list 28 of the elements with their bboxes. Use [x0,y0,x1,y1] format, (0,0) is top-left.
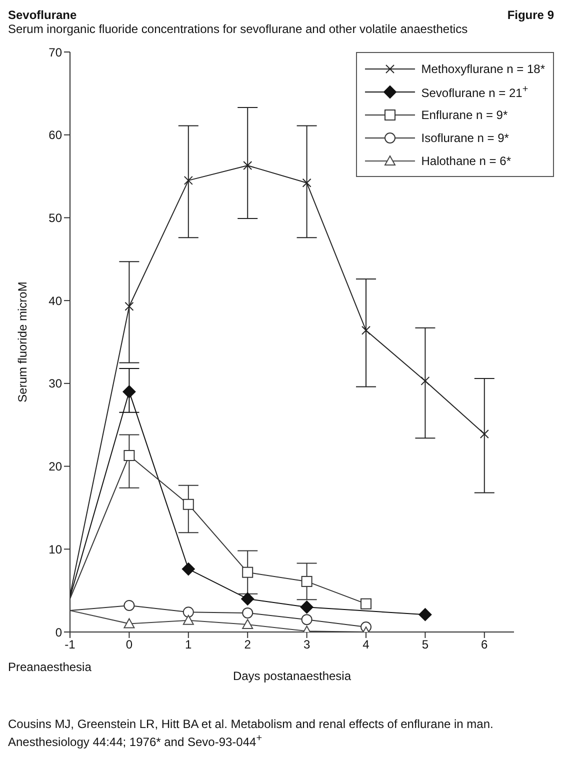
legend-label: Enflurane n = 9* [421,108,508,122]
x-tick-label: 6 [481,638,488,652]
caption: Figure 9 [507,8,554,22]
y-tick-label: 70 [48,45,62,60]
legend-label: Isoflurane n = 9* [421,130,509,144]
text: Cousins MJ, Greenstein LR, Hitt BA et al. Metabolism and renal effects of enflurane in man. Anesthesiology 44:44; 1976* and Sevo-93-044$^{+}$ [8,716,494,750]
y-tick-label: 20 [48,460,62,474]
x-tick-label: 3 [303,638,310,652]
y-tick-label: 10 [48,542,62,556]
x-tick-label: 4 [362,638,370,652]
y-tick-label: 60 [48,128,62,142]
x-tick-label: 1 [185,638,192,652]
x-tick-label: -1 [64,638,76,652]
x-tick-label: 2 [244,638,252,652]
chart-title: Sevoflurane [8,8,77,22]
y-tick-label: 40 [48,294,62,308]
legend-label: Halothane n = 6* [421,154,511,168]
y-tick-label: 50 [48,210,62,225]
y-tick-label: 0 [55,625,62,640]
y-axis-title: Serum fluoride microM [15,282,30,402]
x-tick-label: 0 [126,638,133,652]
x-axis-title: Days postanaesthesia [232,669,352,683]
text: Preanaesthesia [8,660,92,674]
y-tick-label: 30 [48,376,62,391]
x-tick-label: 5 [422,638,429,652]
chart-subtitle: Serum inorganic fluoride concentrations for sevoflurane and other volatile anaesthetics [8,22,469,36]
legend-label: Sevoflurane n = 21$^{+}$ [421,84,528,100]
legend-label: Methoxyflurane n = 18* [421,62,545,76]
